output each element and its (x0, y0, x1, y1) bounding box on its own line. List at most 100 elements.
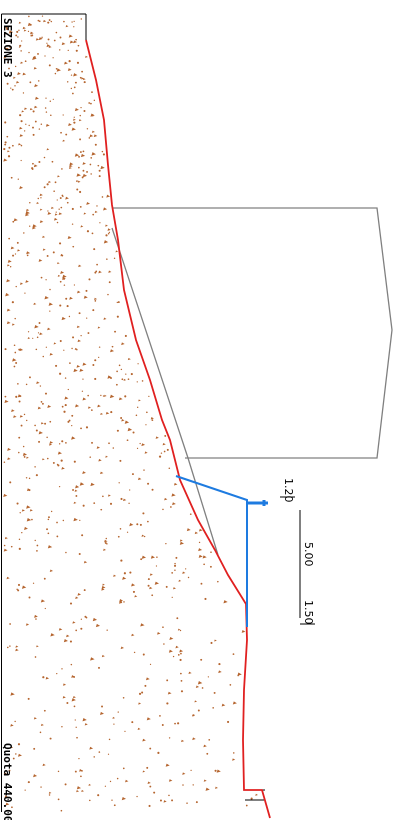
soil-dot (26, 254, 29, 257)
soil-dot (5, 27, 9, 31)
soil-dot (64, 404, 67, 407)
soil-mark (69, 162, 74, 166)
soil-mark (167, 691, 172, 695)
soil-mark (42, 763, 46, 767)
soil-mark (82, 397, 87, 401)
soil-mark (98, 458, 102, 462)
soil-dot (136, 795, 138, 798)
soil-mark (17, 249, 21, 252)
soil-dot (174, 722, 176, 725)
soil-mark (83, 295, 88, 299)
soil-mark (74, 108, 79, 112)
soil-dot (3, 758, 6, 761)
soil-dot (122, 767, 125, 770)
soil-mark (38, 431, 43, 435)
soil-dot (139, 442, 141, 445)
soil-mark (118, 601, 123, 604)
soil-dot (49, 737, 52, 740)
soil-dot (212, 706, 215, 709)
soil-dot (209, 565, 212, 568)
soil-dot (108, 442, 110, 445)
soil-mark (39, 332, 43, 336)
soil-mark (10, 724, 14, 727)
soil-mark (79, 482, 85, 486)
soil-mark (182, 772, 186, 775)
soil-mark (56, 68, 61, 72)
soil-dot (32, 126, 34, 129)
soil-dot (20, 50, 22, 52)
soil-dot (29, 202, 31, 204)
soil-dot (46, 457, 49, 460)
soil-mark (86, 202, 91, 205)
soil-mark (39, 220, 44, 223)
soil-dot (92, 213, 95, 216)
soil-mark (69, 164, 73, 168)
soil-mark (216, 769, 221, 773)
soil-dot (88, 102, 91, 104)
soil-dot (109, 502, 113, 505)
soil-dot (9, 266, 12, 268)
soil-dot (23, 456, 26, 458)
soil-mark (155, 436, 159, 439)
soil-dot (76, 188, 79, 191)
soil-mark (64, 61, 68, 65)
soil-mark (96, 446, 100, 449)
soil-dot (164, 434, 167, 437)
soil-dot (48, 516, 50, 519)
soil-dot (102, 153, 105, 156)
soil-dot (58, 485, 61, 488)
soil-dot (116, 429, 119, 432)
soil-dot (65, 551, 67, 554)
soil-dot (38, 161, 41, 164)
soil-mark (137, 727, 141, 730)
soil-dot (20, 424, 23, 427)
soil-mark (82, 78, 86, 81)
dimension-label-1: 1.20 (282, 478, 295, 503)
soil-dot (94, 359, 97, 362)
soil-dot (59, 36, 62, 39)
soil-dot (173, 564, 177, 567)
soil-dot (74, 770, 77, 773)
soil-dot (84, 615, 87, 618)
soil-dot (128, 502, 130, 505)
soil-dot (27, 697, 30, 700)
soil-dot (165, 585, 168, 588)
soil-dot (147, 584, 150, 587)
soil-mark (15, 645, 19, 648)
soil-dot (144, 684, 147, 687)
soil-dot (34, 120, 37, 123)
soil-dot (190, 769, 192, 772)
soil-dot (64, 377, 67, 379)
soil-dot (25, 123, 27, 125)
soil-mark (77, 180, 81, 183)
soil-dot (18, 547, 21, 550)
soil-dot (36, 336, 39, 339)
soil-mark (19, 134, 24, 137)
soil-mark (16, 81, 20, 84)
soil-dot (165, 542, 167, 545)
soil-dot (15, 753, 17, 755)
soil-dot (78, 155, 80, 158)
soil-mark (195, 685, 200, 688)
soil-dot (8, 67, 10, 70)
soil-dot (171, 571, 174, 574)
soil-dot (12, 220, 15, 223)
soil-mark (138, 702, 142, 705)
soil-mark (13, 415, 17, 418)
soil-dot (198, 541, 201, 544)
soil-dot (11, 301, 14, 304)
soil-dot (37, 53, 39, 55)
soil-mark (30, 31, 34, 35)
soil-mark (17, 394, 22, 398)
soil-dot (86, 128, 89, 130)
soil-dot (17, 589, 20, 592)
soil-mark (91, 130, 95, 133)
soil-mark (68, 34, 73, 38)
soil-dot (66, 201, 69, 204)
soil-dot (80, 335, 82, 337)
soil-mark (35, 38, 40, 41)
soil-mark (78, 119, 82, 122)
soil-dot (11, 806, 13, 809)
soil-dot (116, 315, 119, 318)
soil-mark (6, 308, 11, 312)
